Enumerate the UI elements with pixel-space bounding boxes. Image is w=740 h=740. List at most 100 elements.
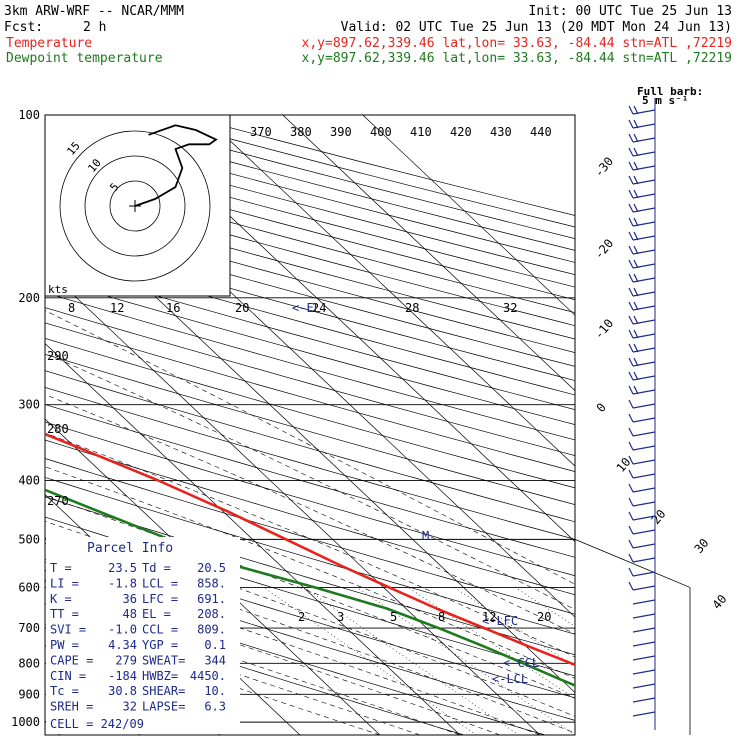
- parcel-key: CIN =: [50, 669, 86, 683]
- wind-barb-flag: [628, 427, 634, 437]
- dry-adiabat: [45, 338, 575, 489]
- parcel-key: SWEAT=: [142, 653, 185, 667]
- parcel-key: TT =: [50, 607, 79, 621]
- parcel-value: 279: [115, 653, 137, 667]
- parcel-info-title: Parcel Info: [87, 541, 173, 556]
- pressure-tick-label: 900: [18, 687, 40, 701]
- mixing-ratio-label: 8: [68, 301, 75, 315]
- wind-barb-flag: [633, 371, 639, 381]
- wind-barb: [632, 221, 656, 227]
- wind-barb-flag: [633, 329, 639, 339]
- mixing-ratio-line: [454, 587, 575, 668]
- wind-barb: [632, 431, 656, 437]
- wind-barb: [632, 487, 656, 493]
- isotherm-line: [122, 115, 575, 543]
- wind-barb: [632, 501, 656, 507]
- theta-e-label: 370: [250, 125, 272, 139]
- el-marker: <-EL: [292, 301, 321, 315]
- pressure-tick-label: 700: [18, 621, 40, 635]
- wind-barb: [632, 543, 656, 549]
- isotherm-line: [362, 115, 575, 316]
- wind-barb: [632, 333, 656, 339]
- wind-barb: [632, 151, 656, 157]
- wind-barb: [632, 263, 656, 269]
- wind-barb-flag: [628, 329, 634, 339]
- parcel-value: 20.5: [197, 561, 226, 575]
- mixing-ratio-label: 20: [235, 301, 249, 315]
- wind-barb-flag: [628, 455, 634, 465]
- pressure-tick-label: 200: [18, 291, 40, 305]
- parcel-info-panel: Parcel Info T = 23.5 Td = 20.5 LI = -1.8 LCL = 8…: [46, 537, 240, 734]
- wind-barb: [632, 193, 656, 199]
- parcel-value: 691.: [197, 592, 226, 606]
- wind-barb-flag: [628, 273, 634, 283]
- dewpoint-line: [45, 488, 575, 687]
- profile-lines: [45, 432, 575, 687]
- wind-barb-flag: [633, 273, 639, 283]
- m-marker: M: [422, 529, 429, 543]
- theta-e-label: 430: [490, 125, 512, 139]
- wind-barb: [632, 207, 656, 213]
- wind-barb: [632, 347, 656, 353]
- isotherm-line: [45, 267, 541, 735]
- dry-adiabat: [45, 496, 575, 656]
- wind-barb-flag: [633, 231, 639, 241]
- wind-barb-flag: [628, 581, 634, 591]
- wind-barb-flag: [628, 553, 634, 563]
- wind-barb: [632, 585, 656, 591]
- theta-e-label: 410: [410, 125, 432, 139]
- parcel-key: EL =: [142, 607, 171, 621]
- parcel-value: -1.0: [108, 623, 137, 637]
- isotherm-line: [45, 343, 461, 735]
- dry-adiabat: [45, 439, 575, 596]
- wind-barb: [632, 683, 656, 689]
- wind-barbs: [628, 98, 656, 730]
- parcel-key: SHEAR=: [142, 684, 185, 698]
- wind-barb: [632, 641, 656, 647]
- wind-barb-flag: [628, 567, 634, 577]
- wind-barb-flag: [628, 343, 634, 353]
- forecast-label: Fcst:: [4, 20, 43, 35]
- dewpoint-legend-label: Dewpoint temperature: [6, 51, 163, 66]
- parcel-key: K =: [50, 592, 72, 606]
- wind-barb: [632, 375, 656, 381]
- parcel-value: 208.: [197, 607, 226, 621]
- temperature-legend-info: x,y=897.62,339.46 lat,lon= 33.63, -84.44…: [302, 36, 732, 51]
- temperature-legend-label: Temperature: [6, 36, 92, 51]
- parcel-value: 858.: [197, 576, 226, 590]
- parcel-value: 4.34: [108, 638, 137, 652]
- wind-barb: [632, 529, 656, 535]
- mixing-ratio-low-label: 2: [298, 610, 305, 624]
- ccl-marker: <-CCL: [503, 656, 539, 670]
- plot-frame: [44, 114, 576, 736]
- wind-barb-flag: [633, 105, 639, 115]
- wind-barb-flag: [628, 133, 634, 143]
- wind-barb-flag: [633, 287, 639, 297]
- pressure-tick-label: 600: [18, 580, 40, 594]
- parcel-value: 48: [123, 607, 137, 621]
- hodograph-ring: [84, 155, 186, 257]
- mixing-ratio-label: 16: [166, 301, 180, 315]
- wind-barb: [632, 655, 656, 661]
- wind-barb-flag: [628, 259, 634, 269]
- dry-adiabat: [45, 322, 575, 472]
- dry-adiabat: [45, 249, 575, 396]
- lfc-marker: <-LFC: [482, 614, 518, 628]
- theta-e-label: 380: [290, 125, 312, 139]
- wind-barb: [632, 389, 656, 395]
- parcel-key: Tc =: [50, 684, 79, 698]
- dry-adiabat: [45, 477, 575, 635]
- wind-barb: [632, 417, 656, 423]
- wind-barb: [632, 361, 656, 367]
- wind-barb: [632, 277, 656, 283]
- theta-e-label: 390: [330, 125, 352, 139]
- wind-barb: [632, 445, 656, 451]
- wind-barb-flag: [633, 343, 639, 353]
- wind-barb: [632, 557, 656, 563]
- parcel-key: LAPSE=: [142, 700, 185, 714]
- wind-barb-flag: [628, 483, 634, 493]
- isotherm-line: [282, 115, 575, 392]
- dewpoint-legend-info: x,y=897.62,339.46 lat,lon= 33.63, -84.44…: [302, 51, 732, 66]
- wind-barb-flag: [628, 399, 634, 409]
- mixing-ratio-low-label: 3: [337, 610, 344, 624]
